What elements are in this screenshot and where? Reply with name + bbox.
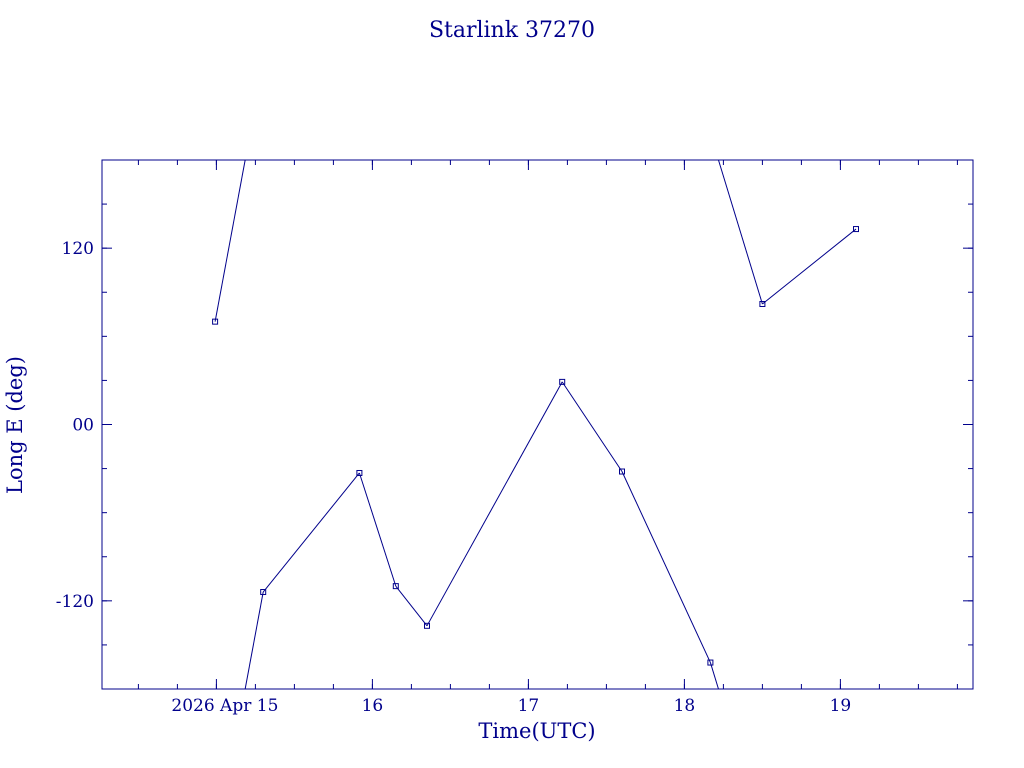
data-point-marker <box>392 583 399 590</box>
series-segment <box>262 472 360 593</box>
x-tick-label: 2026 Apr 15 <box>171 696 278 716</box>
series-segment <box>561 381 623 472</box>
data-point-marker <box>356 469 363 476</box>
plot-frame <box>101 159 974 690</box>
series-segment <box>426 381 563 627</box>
series-segment <box>214 159 246 322</box>
data-point-marker <box>260 589 267 596</box>
data-point-marker <box>424 622 430 629</box>
data-point-marker <box>707 659 714 666</box>
chart-title: Starlink 37270 <box>429 18 595 43</box>
series-segment <box>709 662 719 690</box>
series-segment <box>244 591 264 690</box>
x-axis-label: Time(UTC) <box>478 719 595 743</box>
series-segment <box>395 585 428 627</box>
series-segment <box>621 471 711 663</box>
y-axis-ticks: 120 00 -120 <box>56 239 973 612</box>
x-tick-label: 16 <box>362 696 384 716</box>
series-segment <box>358 472 397 587</box>
data-point-marker <box>759 301 766 308</box>
data-point-marker <box>619 468 625 475</box>
series-group <box>212 159 859 690</box>
data-point-marker <box>559 378 566 385</box>
series-segment <box>762 228 857 305</box>
x-tick-label: 19 <box>830 696 852 716</box>
y-axis-label: Long E (deg) <box>3 356 27 494</box>
x-tick-label: 17 <box>518 696 540 716</box>
y-tick-label: 120 <box>62 239 94 259</box>
data-point-marker <box>853 226 859 233</box>
x-axis-ticks: 2026 Apr 15 16 17 18 19 <box>171 160 851 716</box>
data-point-marker <box>212 318 219 325</box>
minor-ticks <box>102 160 973 689</box>
series-segment <box>717 159 763 305</box>
y-tick-label: -120 <box>56 592 94 612</box>
x-tick-label: 18 <box>674 696 696 716</box>
y-tick-label: 00 <box>72 416 94 436</box>
